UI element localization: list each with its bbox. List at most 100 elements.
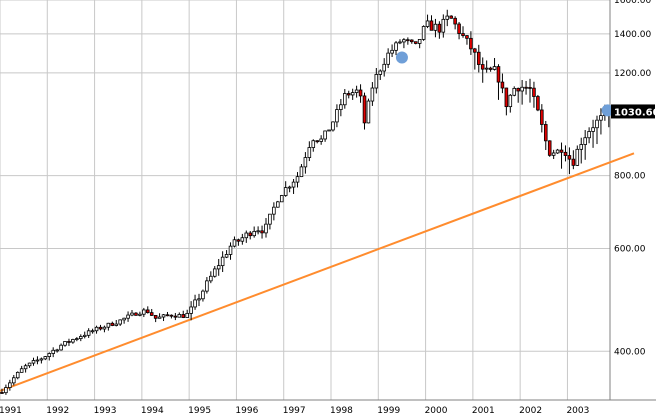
candle-body (315, 140, 319, 143)
candle-body (106, 322, 111, 328)
candle-body (508, 94, 513, 108)
candle-body (346, 93, 351, 96)
candle-body (244, 232, 249, 239)
candle-body (417, 39, 422, 44)
candle-body (402, 39, 406, 43)
candle-body (437, 23, 442, 33)
trendline-layer (0, 152, 635, 392)
candle-body (559, 149, 564, 153)
candle-body (331, 121, 335, 131)
candle-body (19, 368, 24, 373)
candle-body (149, 312, 154, 316)
candle-body (295, 176, 300, 183)
candle-body (433, 23, 438, 31)
candle-body (145, 309, 150, 314)
candle-body (480, 64, 485, 70)
candle-body (256, 230, 260, 233)
candle-body (583, 137, 587, 145)
grid (0, 0, 656, 401)
x-axis: 1991 1992 1993 1994 1995 1996 1997 1998 1999 2000… (0, 406, 589, 416)
candle-body (134, 312, 138, 316)
candle-body (130, 312, 134, 316)
candle-body (71, 339, 75, 343)
x-tick-label: 1997 (283, 406, 306, 416)
candle-body (110, 322, 115, 326)
candle-body (370, 87, 375, 102)
candle-body (224, 254, 229, 258)
candle-body (283, 187, 288, 196)
x-tick-label: 1992 (46, 406, 69, 416)
candle-body (47, 353, 52, 357)
candle-body (327, 129, 331, 132)
x-tick-label: 2002 (519, 406, 542, 416)
candle-body (12, 377, 16, 384)
candle-body (268, 213, 272, 225)
candle-body (209, 275, 213, 282)
candle-body (0, 392, 4, 394)
candle-body (82, 334, 87, 337)
candle-body (114, 323, 119, 326)
y-tick-label: 600.00 (614, 245, 646, 255)
candle-body (551, 152, 556, 156)
candle-body (59, 344, 63, 351)
candle-body (142, 309, 146, 315)
candle-body (291, 181, 296, 188)
candle-body (122, 317, 126, 321)
candle-body (540, 109, 544, 125)
candle-body (567, 155, 572, 160)
candle-body (555, 149, 560, 154)
candle-body (591, 127, 595, 132)
candle-body (496, 66, 501, 83)
x-tick-label: 1998 (330, 406, 353, 416)
candle-body (390, 49, 394, 54)
candle-body (189, 306, 193, 314)
x-tick-label: 1993 (94, 406, 117, 416)
candle-body (457, 23, 461, 34)
candle-body (193, 299, 197, 308)
candle-body (492, 66, 497, 70)
candle-body (27, 362, 32, 367)
candle-body (252, 230, 256, 237)
candle-body (410, 39, 414, 43)
candle-body (504, 87, 509, 108)
candle-body (488, 67, 493, 70)
x-tick-label: 1996 (235, 406, 258, 416)
candle-body (35, 359, 40, 362)
marker-dot (601, 104, 614, 117)
candle-body (240, 237, 245, 242)
candle-body (43, 356, 48, 360)
candle-body (118, 319, 122, 325)
candle-body (543, 124, 548, 142)
candle-body (102, 326, 107, 330)
candle-body (528, 87, 532, 89)
candle-body (374, 74, 379, 89)
candle-body (335, 109, 339, 123)
last-value-group: 1030.60 (611, 104, 656, 119)
candle-body (94, 326, 99, 332)
candle-body (185, 312, 189, 318)
candle-body (220, 256, 225, 267)
candle-body (469, 37, 473, 50)
candle-body (477, 51, 481, 65)
candle-body (532, 87, 536, 97)
candle-body (413, 41, 418, 44)
candle-body (595, 119, 599, 129)
candle-body (449, 15, 453, 19)
candle-body (339, 104, 343, 110)
candle-body (425, 20, 430, 27)
candle-body (51, 349, 55, 354)
candle-body (216, 265, 221, 270)
candle-body (406, 39, 410, 42)
candle-body (4, 387, 8, 394)
candle-body (157, 316, 162, 319)
candle-body (279, 195, 284, 203)
candle-body (362, 95, 367, 124)
y-tick-label: 400.00 (614, 347, 646, 357)
candle-body (276, 201, 280, 208)
candle-body (473, 48, 477, 53)
candle-body (311, 140, 316, 148)
candle-body (343, 93, 347, 106)
candle-body (394, 42, 398, 51)
